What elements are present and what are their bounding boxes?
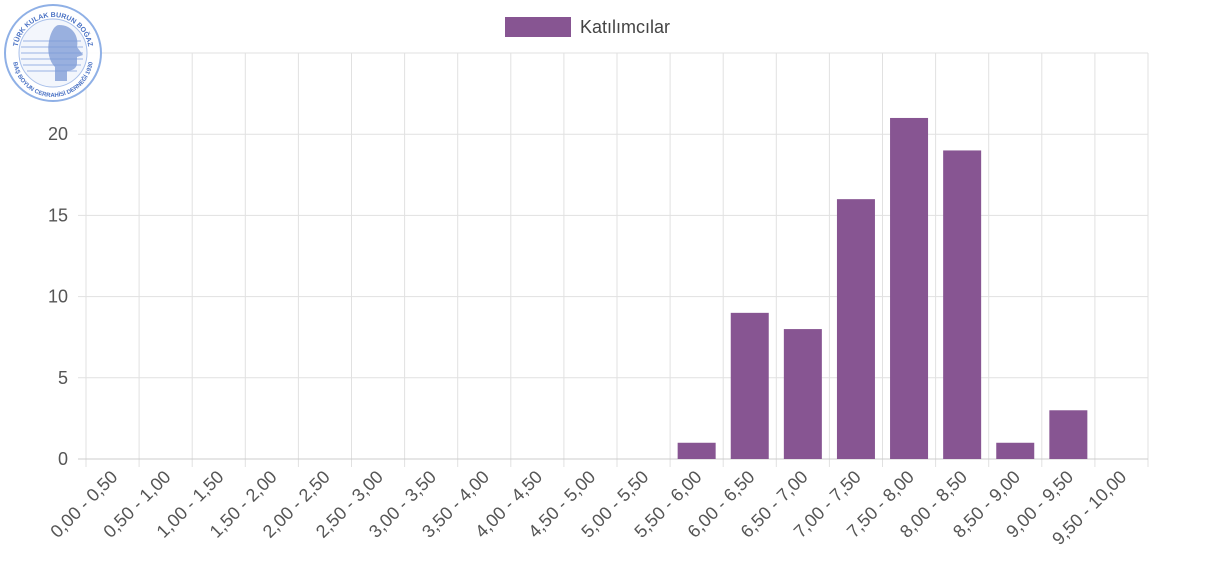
bar[interactable] [836, 199, 875, 459]
legend-label[interactable]: Katılımcılar [580, 17, 670, 37]
y-tick-label: 10 [48, 287, 68, 307]
legend[interactable]: Katılımcılar [505, 17, 670, 37]
bar[interactable] [677, 442, 716, 459]
association-logo: TÜRK KULAK BURUN BOĞAZ BAŞ BOYUN CERRAHİ… [4, 4, 102, 102]
y-axis: 0510152025 [48, 43, 68, 469]
x-axis: 0,00 - 0,500,50 - 1,001,00 - 1,501,50 - … [46, 467, 1130, 549]
bar[interactable] [783, 329, 822, 459]
bar[interactable] [943, 150, 982, 459]
bar-series [677, 117, 1088, 460]
legend-swatch[interactable] [505, 17, 571, 37]
y-tick-label: 15 [48, 205, 68, 225]
bar[interactable] [1049, 410, 1088, 459]
bar[interactable] [996, 442, 1035, 459]
bar[interactable] [730, 312, 769, 459]
y-tick-label: 0 [58, 449, 68, 469]
y-tick-label: 20 [48, 124, 68, 144]
grid-lines [78, 52, 1149, 467]
bar[interactable] [890, 117, 929, 460]
y-tick-label: 5 [58, 368, 68, 388]
